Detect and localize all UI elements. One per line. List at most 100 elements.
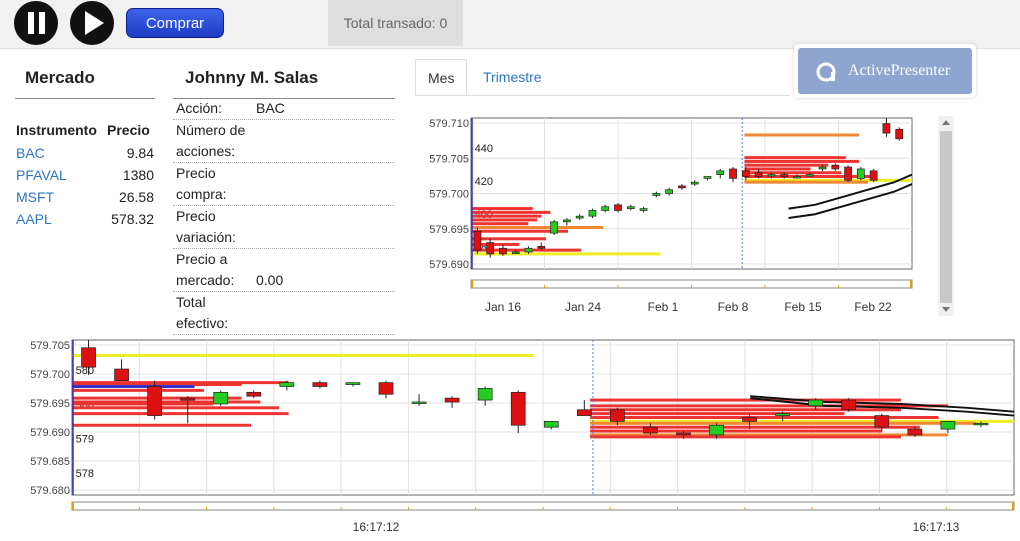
- candle: [643, 426, 658, 434]
- intraday-chart[interactable]: 579.705 579.700 579.695 579.690 579.685 579.6…: [16, 337, 1016, 537]
- volume-bar: [72, 354, 534, 357]
- volume-bar: [72, 400, 261, 404]
- market-symbol-link[interactable]: AAPL: [16, 211, 52, 227]
- info-label: Precio a mercado:: [176, 251, 235, 288]
- volume-bar: [471, 214, 542, 218]
- candle: [841, 399, 857, 411]
- candle: [180, 397, 196, 401]
- candle: [411, 401, 427, 404]
- tab-quarter[interactable]: Trimestre: [483, 69, 542, 85]
- volume-bar: [744, 178, 912, 182]
- candle: [882, 123, 891, 134]
- candle: [639, 208, 648, 211]
- total-transacted: Total transado: 0: [328, 0, 463, 46]
- y-tick-label: 579.680: [30, 485, 70, 497]
- volume-bar: [590, 429, 883, 433]
- volume-bar: [590, 425, 920, 429]
- candle: [844, 166, 852, 181]
- info-row-total-cash: Total efectivo:: [173, 292, 395, 335]
- y2-tick-label: 580: [76, 365, 94, 377]
- info-row-shares: Número de acciones:: [173, 120, 395, 163]
- volume-bar: [72, 385, 195, 388]
- x-tick-label: Jan 24: [565, 300, 601, 314]
- candle: [576, 409, 592, 416]
- y-tick-label: 579.695: [429, 224, 469, 236]
- info-label: Precio compra:: [176, 165, 227, 202]
- candle: [477, 388, 493, 401]
- candle: [444, 397, 460, 403]
- user-name: Johnny M. Salas: [185, 68, 319, 87]
- volume-bar: [744, 163, 829, 167]
- volume-bar: [471, 229, 569, 233]
- y-tick-label: 579.700: [429, 189, 469, 201]
- y2-tick-label: 420: [475, 176, 493, 188]
- market-symbol-link[interactable]: MSFT: [16, 189, 55, 205]
- candle: [537, 246, 546, 249]
- candle: [940, 421, 956, 430]
- candle: [780, 174, 789, 177]
- market-symbol-link[interactable]: PFAVAL: [16, 167, 67, 183]
- volume-bar: [471, 207, 533, 211]
- tab-month[interactable]: Mes: [415, 59, 468, 97]
- candle: [703, 176, 712, 179]
- candle: [610, 409, 625, 422]
- y2-tick-label: 440: [475, 143, 493, 155]
- y-tick-label: 579.690: [429, 259, 469, 271]
- info-row-action: Acción: BAC: [173, 98, 395, 120]
- buy-button[interactable]: Comprar: [126, 8, 224, 38]
- candle: [793, 176, 801, 179]
- x-tick-label: Feb 15: [784, 300, 822, 314]
- market-divider: [15, 98, 155, 99]
- volume-bar: [471, 218, 538, 222]
- volume-bar: [744, 159, 860, 163]
- volume-bar: [744, 167, 811, 171]
- info-label: Acción:: [176, 100, 222, 116]
- volume-bar: [590, 408, 901, 412]
- candle: [709, 424, 724, 436]
- volume-bar: [744, 175, 877, 179]
- month-chart[interactable]: 579.710 579.705 579.700 579.695 579.690 440 42…: [415, 115, 915, 317]
- candle: [81, 347, 96, 368]
- play-button[interactable]: [70, 1, 114, 45]
- volume-bar: [590, 421, 977, 425]
- y-tick-label: 579.710: [429, 118, 469, 130]
- volume-bar: [744, 171, 842, 175]
- candle: [818, 166, 827, 170]
- info-value: 0.00: [256, 272, 284, 288]
- market-symbol-link[interactable]: BAC: [16, 145, 45, 161]
- badge-text: ActivePresenter: [848, 62, 951, 79]
- scroll-up-icon[interactable]: [942, 120, 950, 125]
- candle: [767, 174, 776, 177]
- pause-button[interactable]: [14, 1, 58, 45]
- scrollbar-graphic: [940, 120, 952, 312]
- chart-scrollbar[interactable]: [938, 116, 954, 316]
- volume-bar: [744, 133, 860, 137]
- pause-icon: [28, 12, 45, 34]
- market-price: 1380: [122, 167, 154, 183]
- candle: [808, 399, 824, 407]
- candle: [378, 382, 394, 395]
- y-tick-label: 579.690: [30, 427, 70, 439]
- candle: [213, 391, 229, 405]
- tabs-divider: [415, 95, 790, 96]
- candle: [729, 168, 737, 179]
- candle: [543, 421, 559, 428]
- candle: [524, 247, 533, 253]
- volume-bar: [72, 423, 251, 427]
- x-tick-label: 16:17:12: [353, 520, 400, 534]
- info-label: Total efectivo:: [176, 294, 229, 331]
- candle: [147, 386, 162, 416]
- volume-bar: [471, 225, 604, 229]
- x-tick-label: Feb 1: [648, 300, 679, 314]
- scroll-down-icon[interactable]: [942, 307, 950, 312]
- candle: [665, 189, 673, 194]
- candle: [246, 391, 262, 397]
- volume-bar: [471, 242, 520, 246]
- market-col-instrument: Instrumento: [16, 122, 97, 138]
- y-tick-label: 579.700: [30, 369, 70, 381]
- candle: [511, 251, 520, 254]
- scrollbar-thumb[interactable]: [940, 131, 952, 303]
- info-label: Precio variación:: [176, 208, 236, 245]
- volume-bar: [590, 433, 949, 437]
- info-row-price-variation: Precio variación:: [173, 206, 395, 249]
